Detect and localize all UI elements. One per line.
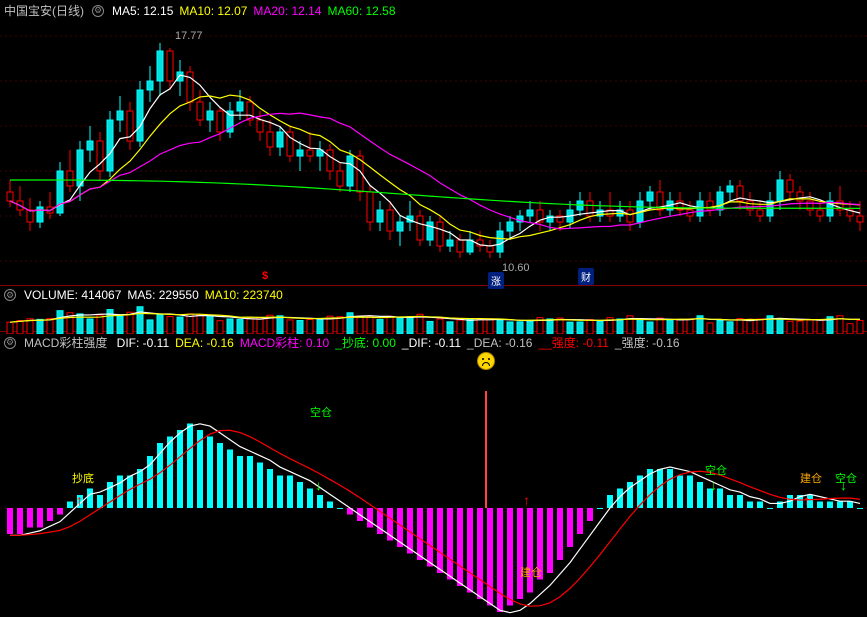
indicator-item: DIF: -0.11 [117,336,169,350]
indicator-item: MACD彩柱强度 [24,336,111,350]
price-chart[interactable] [0,21,867,291]
indicator-item: DEA: -0.16 [175,336,234,350]
indicator-item: _抄底: 0.00 [335,336,396,350]
indicator-item: MA10: 223740 [205,288,283,302]
gear-icon[interactable]: ⚙ [92,5,104,17]
arrow-down-icon: ↓ [840,477,847,493]
volume-panel: ⚙ VOLUME: 414067 MA5: 229550 MA10: 223740 [0,286,867,332]
macd-marker: 空仓 [310,404,332,420]
arrow-up-icon: ↑ [803,492,810,508]
indicator-item: MA60: 12.58 [327,4,395,18]
indicator-item: _强度: -0.16 [615,336,680,350]
macd-chart[interactable] [0,353,867,617]
dollar-marker: $ [262,270,268,282]
macd-marker: 建仓 [520,564,542,580]
macd-marker: 抄底 [72,470,94,486]
arrow-up-icon: ↑ [523,492,530,508]
indicator-item: __强度: -0.11 [538,336,608,350]
indicator-item: MA5: 229550 [127,288,198,302]
badge-cai: 财 [578,268,594,285]
indicator-item: MACD彩柱: 0.10 [240,336,329,350]
macd-header: ⚙ MACD彩柱强度 DIF: -0.11 DEA: -0.16 MACD彩柱: 0… [0,332,867,353]
indicator-item: _DIF: -0.11 [402,336,461,350]
gear-icon[interactable]: ⚙ [4,289,16,301]
volume-chart[interactable] [0,304,867,334]
price-panel: 中国宝安(日线) ⚙ MA5: 12.15 MA10: 12.07 MA20: 12… [0,0,867,286]
macd-marker: 建仓 [800,470,822,486]
emoji-face-icon [477,352,495,370]
price-header: 中国宝安(日线) ⚙ MA5: 12.15 MA10: 12.07 MA20: 12… [0,0,867,21]
arrow-down-icon: ↓ [710,477,717,493]
arrow-down-icon: ↓ [315,477,322,493]
stock-title: 中国宝安(日线) [4,2,84,19]
indicator-item: _DEA: -0.16 [467,336,532,350]
macd-panel: ⚙ MACD彩柱强度 DIF: -0.11 DEA: -0.16 MACD彩柱: 0… [0,332,867,612]
high-annotation: 17.77 [175,30,203,42]
indicator-item: MA20: 12.14 [253,4,321,18]
volume-header: ⚙ VOLUME: 414067 MA5: 229550 MA10: 223740 [0,286,867,304]
indicator-item: MA5: 12.15 [112,4,173,18]
arrow-up-icon: ↑ [76,492,83,508]
indicator-item: MA10: 12.07 [179,4,247,18]
low-annotation: 10.60 [502,262,530,274]
macd-marker: 空仓 [705,462,727,478]
indicator-item: VOLUME: 414067 [24,288,121,302]
gear-icon[interactable]: ⚙ [4,337,16,349]
